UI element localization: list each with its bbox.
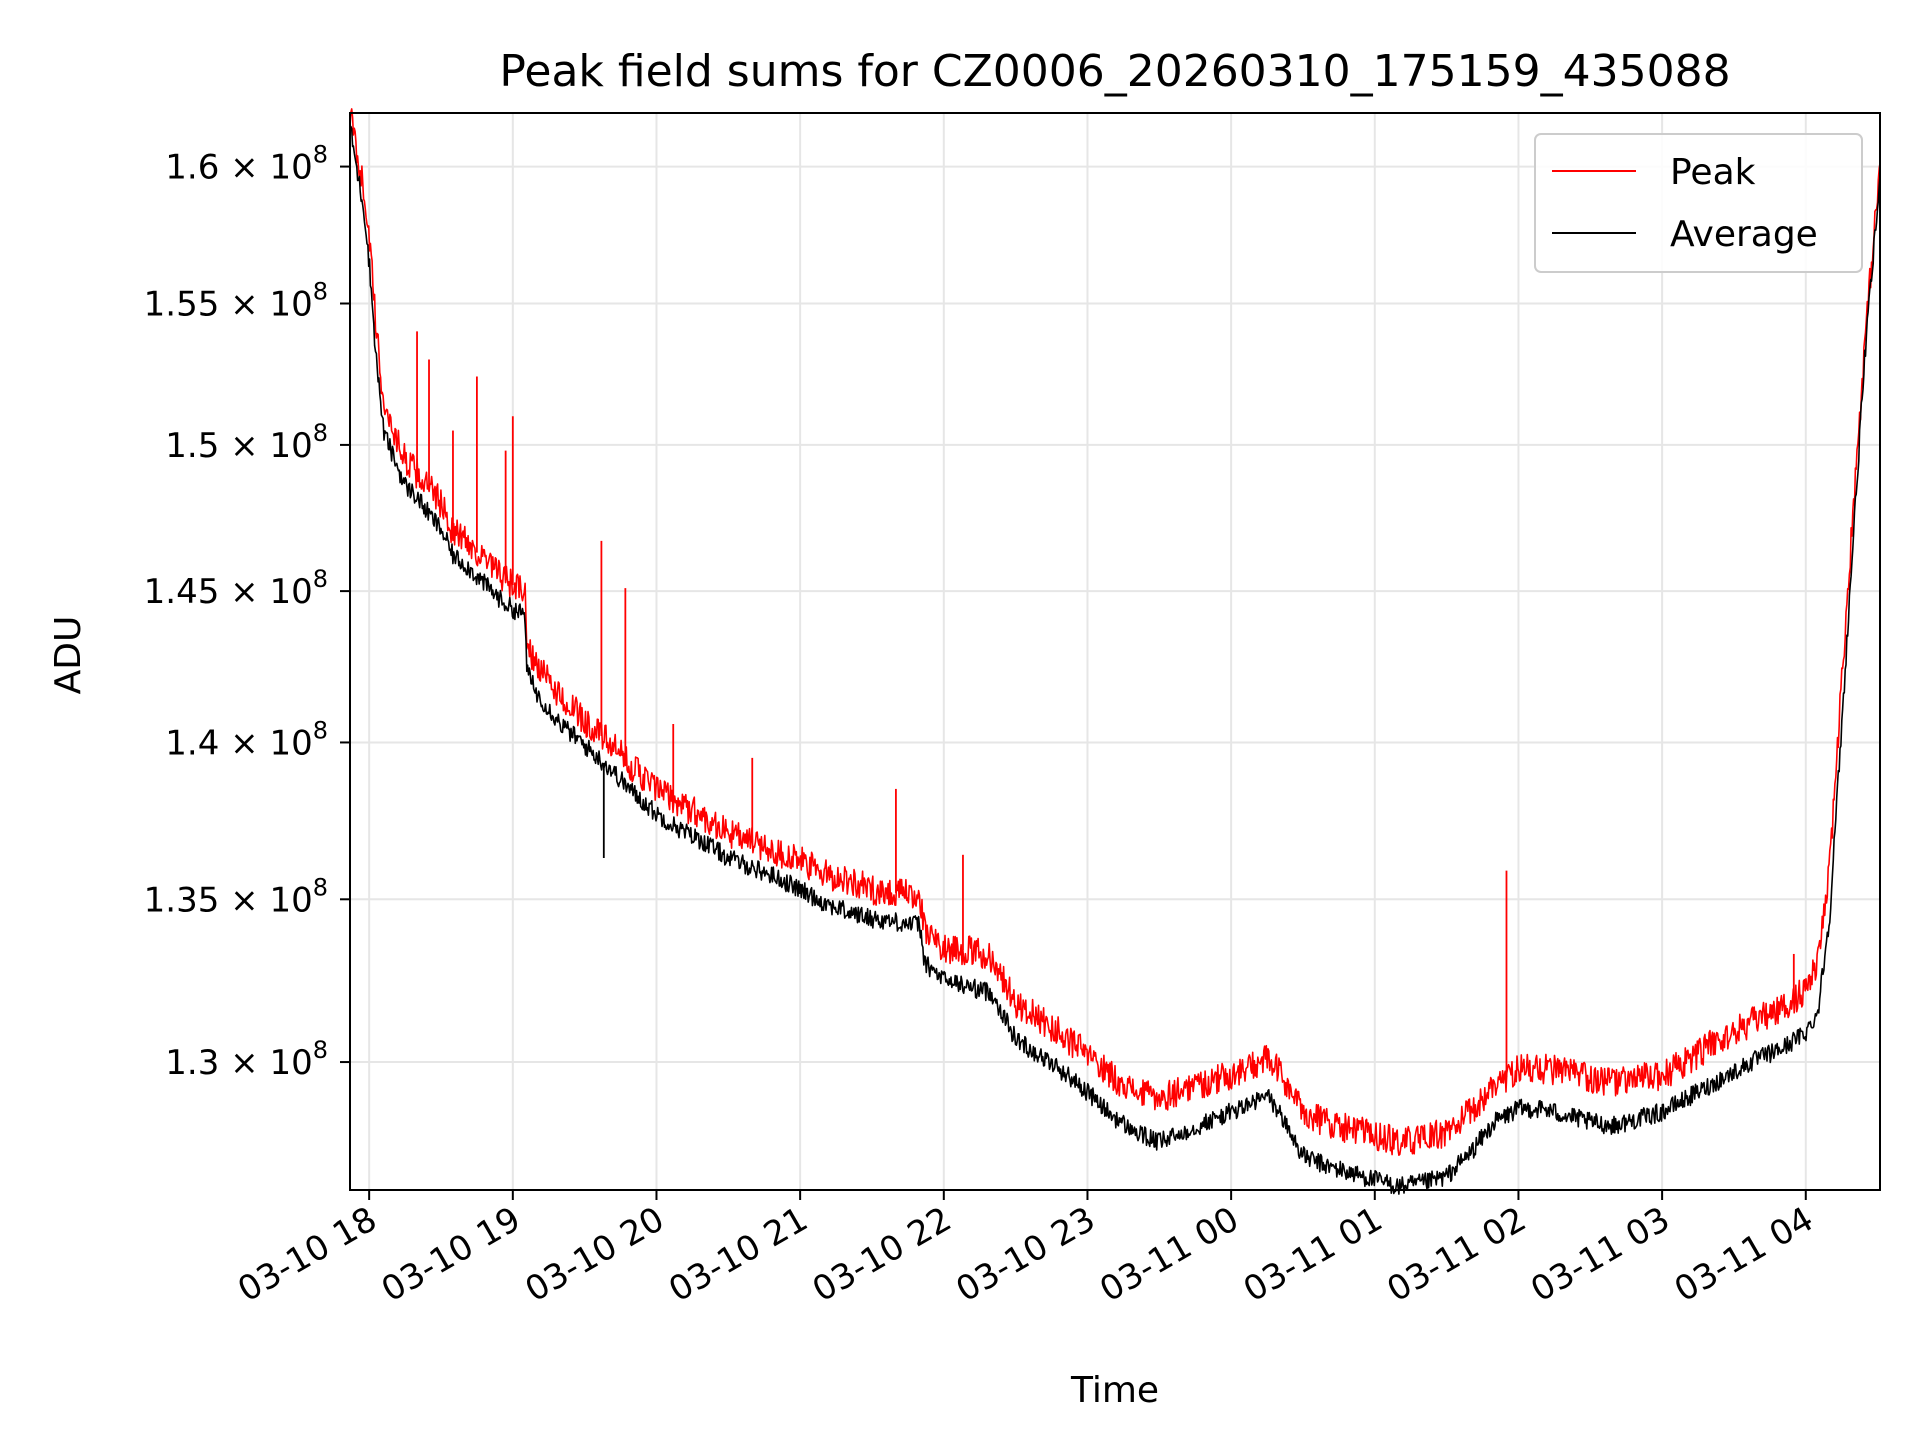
average-series-line xyxy=(349,125,1881,1195)
plot-frame xyxy=(349,112,1881,1191)
legend: Peak Average xyxy=(1534,133,1863,273)
y-tick-label: 1.55 × 108 xyxy=(144,277,328,324)
y-tick-label: 1.45 × 108 xyxy=(144,565,328,612)
legend-label-average: Average xyxy=(1670,214,1818,255)
chart-title: Peak field sums for CZ0006_20260310_1751… xyxy=(499,46,1730,97)
legend-label-peak: Peak xyxy=(1670,152,1756,193)
grid-lines xyxy=(350,113,1880,1190)
y-tick-label: 1.5 × 108 xyxy=(165,419,328,466)
y-tick-label: 1.4 × 108 xyxy=(165,716,328,763)
y-axis-label: ADU xyxy=(48,616,89,695)
peak-series-line xyxy=(349,108,1881,1156)
y-tick-label: 1.3 × 108 xyxy=(165,1036,328,1083)
y-tick-label: 1.6 × 108 xyxy=(165,141,328,188)
series-layer xyxy=(349,108,1881,1195)
y-tick-label: 1.35 × 108 xyxy=(144,873,328,920)
x-axis-label: Time xyxy=(1070,1370,1159,1411)
y-axis-ticks: 1.3 × 108 1.35 × 108 1.4 × 108 1.45 × 108 1.… xyxy=(144,141,350,1083)
legend-box xyxy=(1534,133,1863,273)
